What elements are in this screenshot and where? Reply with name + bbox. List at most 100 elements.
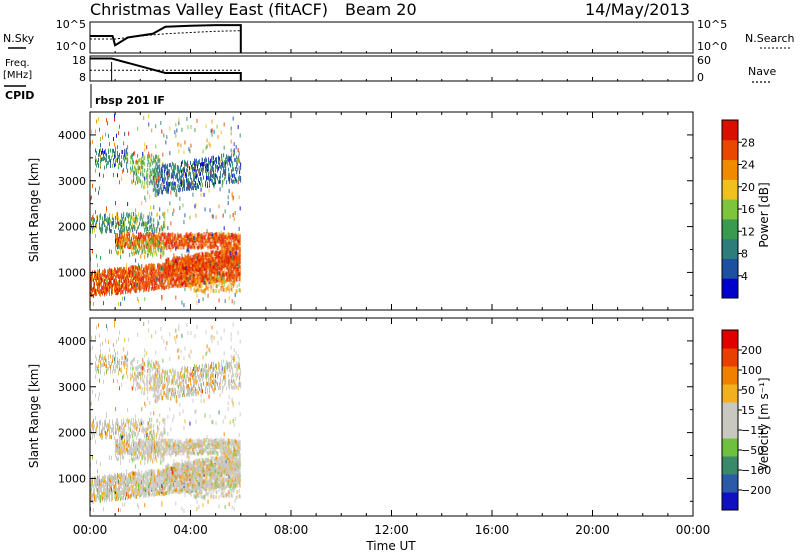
power-cell (131, 270, 133, 275)
power-cell (96, 278, 97, 282)
power-cell (134, 151, 136, 156)
power-cell (158, 169, 160, 174)
power-cell (117, 267, 118, 272)
power-cell (179, 168, 181, 173)
power-cell (139, 235, 141, 239)
velocity-cell (141, 473, 143, 478)
power-cell (136, 159, 138, 164)
power-cell (210, 277, 212, 282)
power-cell (136, 278, 138, 282)
power-cell (178, 170, 180, 174)
power-cell (195, 159, 196, 164)
power-cell (164, 167, 166, 171)
power-cell (213, 175, 214, 180)
power-cell (113, 273, 114, 278)
power-cell (184, 241, 186, 246)
power-cell (116, 234, 117, 239)
power-cell (151, 286, 153, 291)
power-cell (116, 222, 117, 227)
power-cell (209, 143, 211, 148)
power-cell (188, 253, 190, 258)
power-cell (236, 284, 238, 288)
power-cell (169, 237, 171, 242)
power-cell (220, 272, 222, 277)
power-cell (185, 266, 187, 271)
power-cell (129, 282, 131, 287)
velocity-cell (155, 479, 157, 484)
power-cell (163, 220, 165, 225)
power-cell (108, 148, 109, 153)
power-cell (186, 261, 188, 266)
velocity-cell (178, 487, 180, 492)
power-cell (135, 166, 137, 171)
power-cell (234, 265, 236, 270)
power-cell (113, 137, 114, 141)
power-cell (161, 189, 163, 194)
power-cell (220, 277, 222, 282)
power-cell (168, 272, 170, 277)
power-cell (133, 216, 135, 221)
power-cell (140, 235, 142, 240)
power-cell (202, 149, 204, 154)
power-cell (129, 288, 131, 293)
power-cell (238, 166, 240, 170)
power-cell (228, 258, 230, 263)
power-cell (154, 171, 156, 176)
power-cell (237, 252, 239, 257)
power-cell (217, 254, 219, 259)
power-cell (98, 276, 99, 281)
power-cell (230, 270, 232, 275)
nsky-series-line (90, 24, 242, 53)
power-cell (124, 241, 126, 246)
velocity-cell (101, 485, 102, 490)
power-cell (226, 262, 228, 267)
velocity-cell (93, 488, 94, 493)
power-cell (211, 232, 213, 237)
velocity-cell (127, 491, 129, 496)
power-cell (141, 281, 143, 286)
power-cell (126, 165, 128, 170)
power-cell (212, 241, 214, 246)
power-cell (167, 208, 169, 213)
power-cell (148, 230, 150, 234)
power-cell (194, 276, 196, 281)
power-cell (202, 252, 204, 257)
power-cell (98, 153, 99, 158)
power-cell (223, 251, 225, 256)
power-cell (114, 267, 115, 272)
power-cell (139, 158, 141, 162)
power-cell (126, 147, 128, 152)
power-cell (134, 216, 136, 221)
power-cell (135, 226, 137, 231)
power-cell (181, 174, 182, 179)
power-cell (173, 236, 175, 241)
power-cell (204, 276, 206, 281)
power-cell (234, 179, 236, 184)
power-cell (172, 166, 174, 171)
velocity-cell (131, 483, 133, 488)
power-cell (192, 180, 193, 185)
power-cell (175, 172, 177, 177)
power-cell (121, 245, 123, 250)
power-cell (182, 173, 183, 178)
velocity-cell (112, 475, 113, 480)
power-cell (115, 270, 116, 275)
power-cell (109, 142, 110, 147)
power-cell (153, 263, 155, 268)
power-cell (209, 208, 211, 213)
power-cell (201, 267, 203, 272)
power-cell (181, 282, 183, 286)
power-cell (236, 164, 238, 169)
power-cell (105, 148, 106, 153)
power-cell (115, 242, 116, 247)
power-cell (124, 232, 126, 237)
power-cell (136, 168, 138, 173)
power-cell (100, 213, 101, 218)
power-cell (215, 259, 217, 264)
power-cell (161, 294, 163, 299)
velocity-cell (133, 485, 135, 490)
power-cell (160, 189, 162, 194)
power-cell (183, 259, 185, 264)
power-cell (155, 124, 157, 129)
power-cell (134, 268, 136, 273)
